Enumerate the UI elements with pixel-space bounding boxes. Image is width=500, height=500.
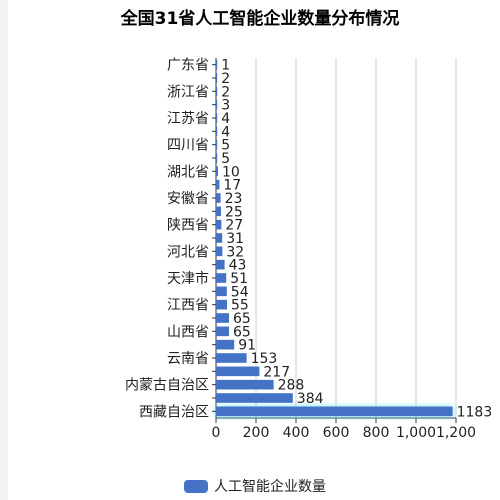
- bar: [216, 286, 227, 297]
- data-label: 65: [233, 311, 251, 327]
- bar: [216, 59, 218, 70]
- data-label: 288: [278, 378, 305, 394]
- bar: [216, 406, 453, 417]
- bar: [216, 313, 229, 323]
- data-label: 153: [251, 351, 278, 367]
- bar: [216, 273, 227, 283]
- bar: [216, 246, 223, 257]
- bar: [216, 299, 227, 310]
- data-label: 55: [231, 298, 249, 314]
- data-label: 217: [263, 364, 290, 380]
- data-label: 43: [229, 258, 247, 274]
- data-label: 5: [221, 138, 230, 154]
- data-label: 2: [221, 71, 230, 87]
- legend[interactable]: 人工智能企业数量: [184, 476, 326, 496]
- category-label: 西藏自治区: [139, 404, 209, 420]
- bar: [216, 86, 218, 97]
- category-label: 云南省: [167, 351, 209, 367]
- category-label: 天津市: [167, 270, 209, 287]
- bar: [216, 366, 260, 377]
- data-label: 31: [226, 231, 244, 247]
- data-label: 65: [233, 324, 251, 340]
- data-label: 27: [225, 218, 243, 234]
- category-label: 江苏省: [167, 111, 209, 127]
- data-label: 17: [223, 178, 241, 194]
- category-label: 安徽省: [167, 191, 209, 207]
- category-label: 内蒙古自治区: [125, 378, 209, 394]
- bar: [216, 166, 218, 177]
- category-label: 四川省: [167, 138, 209, 154]
- category-label: 江西省: [167, 298, 209, 314]
- category-label: 湖北省: [167, 164, 209, 180]
- bar: [216, 139, 218, 150]
- x-tick-label: 800: [363, 425, 390, 441]
- data-label: 1183: [457, 404, 493, 420]
- bar: [216, 113, 218, 123]
- category-label: 山西省: [167, 324, 209, 340]
- x-tick-label: 600: [323, 425, 350, 441]
- bar: [216, 339, 235, 350]
- data-label: 23: [225, 191, 243, 207]
- bar: [216, 193, 221, 203]
- category-label: 浙江省: [167, 84, 209, 100]
- data-label: 384: [297, 391, 324, 407]
- bar: [216, 73, 218, 83]
- category-label: 陕西省: [167, 218, 209, 234]
- x-tick-label: 400: [283, 425, 310, 441]
- data-label: 32: [226, 244, 244, 260]
- bar: [216, 379, 274, 390]
- data-label: 2: [221, 84, 230, 100]
- legend-swatch: [184, 479, 208, 493]
- data-label: 10: [222, 164, 240, 180]
- x-tick-label: 0: [212, 425, 221, 441]
- x-tick-label: 1,200: [436, 425, 476, 441]
- bar: [216, 326, 229, 337]
- category-label: 广东省: [167, 58, 209, 74]
- data-label: 25: [225, 204, 243, 220]
- x-tick-label: 1,000: [396, 425, 436, 441]
- bar: [216, 233, 223, 243]
- bar: [216, 126, 218, 137]
- data-label: 5: [221, 151, 230, 167]
- data-label: 4: [221, 111, 230, 127]
- data-label: 51: [230, 271, 248, 287]
- bar: [216, 153, 218, 163]
- data-label: 3: [221, 98, 230, 114]
- data-label: 91: [238, 338, 256, 354]
- chart-title: 全国31省人工智能企业数量分布情况: [120, 9, 400, 29]
- bar: [216, 393, 293, 403]
- bar: [216, 99, 218, 110]
- bar: [216, 353, 247, 363]
- x-tick-label: 200: [243, 425, 270, 441]
- bar: [216, 206, 221, 217]
- data-label: 1: [221, 58, 230, 74]
- bar: [216, 219, 222, 230]
- data-label: 4: [221, 124, 230, 140]
- category-label: 河北省: [167, 244, 209, 260]
- data-label: 54: [231, 284, 249, 300]
- legend-label: 人工智能企业数量: [214, 479, 326, 495]
- bar: [216, 259, 225, 270]
- bar: [216, 179, 220, 190]
- left-edge-strip: [0, 0, 8, 500]
